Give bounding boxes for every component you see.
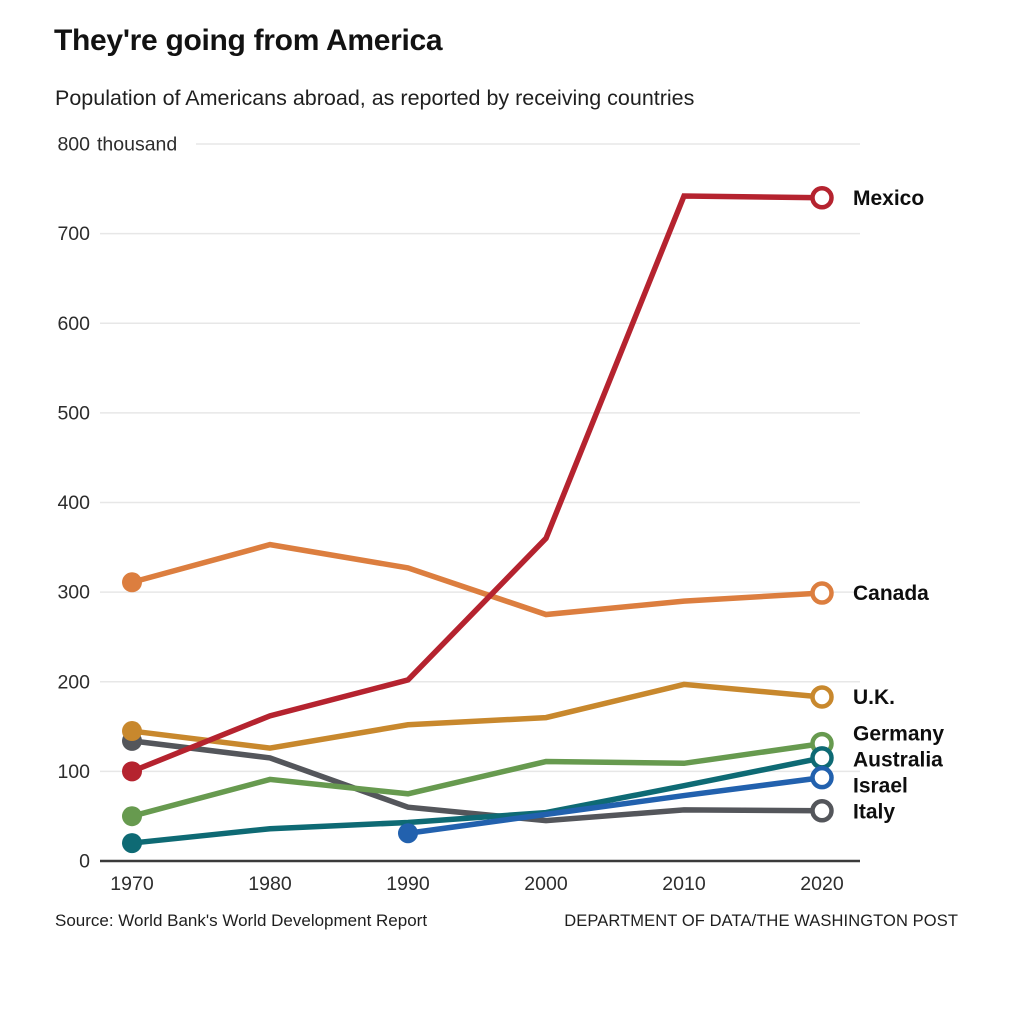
series-start-dot-canada xyxy=(122,572,142,593)
series-line-australia xyxy=(131,755,823,846)
series-line-canada xyxy=(131,541,823,618)
series-line-israel xyxy=(407,774,823,836)
series-start-dot-u-k xyxy=(122,721,142,742)
series-end-marker-u-k xyxy=(810,685,834,709)
y-tick-label-200: 200 xyxy=(57,671,90,693)
series-end-marker-mexico xyxy=(810,186,834,210)
chart-footer: Source: World Bank's World Development R… xyxy=(55,911,958,931)
x-tick-label-2020: 2020 xyxy=(800,873,844,895)
source-note: Source: World Bank's World Development R… xyxy=(55,911,428,930)
series-end-marker-australia xyxy=(810,746,834,770)
y-tick-label-0: 0 xyxy=(79,851,90,873)
series-line-mexico xyxy=(130,193,823,774)
y-tick-label-600: 600 xyxy=(57,313,90,335)
series-line-italy xyxy=(131,738,823,824)
x-tick-label-1980: 1980 xyxy=(248,873,292,895)
series-label-israel: Israel xyxy=(853,774,908,797)
series-label-australia: Australia xyxy=(853,748,943,771)
series-start-dot-mexico xyxy=(122,761,142,782)
y-axis-unit-label: thousand xyxy=(97,134,177,156)
series-label-germany: Germany xyxy=(853,722,944,745)
chart-subtitle: Population of Americans abroad, as repor… xyxy=(55,86,695,110)
x-tick-label-2010: 2010 xyxy=(662,873,706,895)
series-label-mexico: Mexico xyxy=(853,187,924,210)
chart-title: They're going from America xyxy=(54,24,443,57)
series-start-dot-australia xyxy=(122,833,142,854)
series-end-marker-italy xyxy=(810,799,834,823)
series-end-marker-canada xyxy=(810,581,834,605)
credit-note: DEPARTMENT OF DATA/THE WASHINGTON POST xyxy=(564,912,958,930)
y-tick-label-400: 400 xyxy=(57,492,90,514)
y-tick-label-500: 500 xyxy=(57,402,90,424)
y-tick-label-800: 800 xyxy=(57,134,90,156)
series-label-u-k: U.K. xyxy=(853,686,895,709)
y-tick-label-300: 300 xyxy=(57,582,90,604)
y-tick-label-100: 100 xyxy=(57,761,90,783)
series-line-u-k xyxy=(131,681,823,751)
series-start-dot-germany xyxy=(122,806,142,827)
y-tick-label-700: 700 xyxy=(57,223,90,245)
x-tick-label-1970: 1970 xyxy=(110,873,154,895)
x-tick-label-1990: 1990 xyxy=(386,873,430,895)
x-tick-label-2000: 2000 xyxy=(524,873,568,895)
series-end-marker-israel xyxy=(810,765,834,790)
series-label-italy: Italy xyxy=(853,800,895,823)
series-line-germany xyxy=(131,740,823,819)
series-label-canada: Canada xyxy=(853,582,929,605)
series-start-dot-israel xyxy=(398,823,418,844)
